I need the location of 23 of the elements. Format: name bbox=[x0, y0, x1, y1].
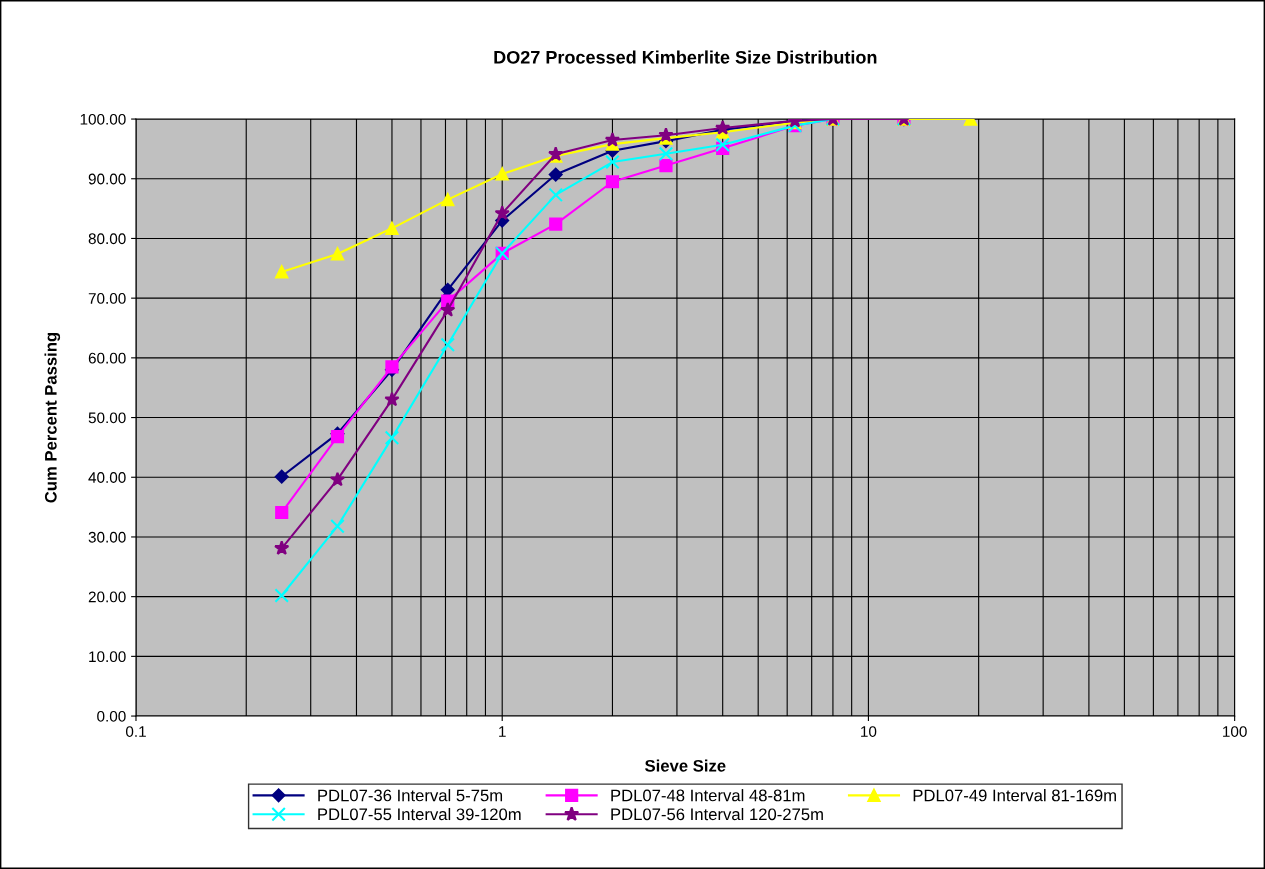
legend-label: PDL07-56 Interval 120-275m bbox=[611, 807, 823, 821]
legend-label: PDL07-49 Interval 81-169m bbox=[913, 789, 1116, 802]
y-tick-label: 80.00 bbox=[88, 233, 126, 245]
x-tick-label: 10 bbox=[861, 726, 877, 737]
y-tick-label: 20.00 bbox=[88, 591, 126, 603]
y-tick-label: 70.00 bbox=[88, 293, 126, 304]
y-tick-label: 90.00 bbox=[88, 173, 126, 185]
x-tick-label: 0.1 bbox=[125, 726, 146, 737]
y-tick-label: 30.00 bbox=[88, 531, 126, 543]
y-tick-label: 50.00 bbox=[88, 412, 126, 424]
x-tick-label: 100 bbox=[1223, 726, 1247, 737]
legend-label: PDL07-55 Interval 39-120m bbox=[318, 807, 521, 821]
legend-label: PDL07-36 Interval 5-75m bbox=[318, 789, 503, 802]
y-tick-label: 0.00 bbox=[97, 710, 126, 722]
y-axis-title: Cum Percent Passing bbox=[44, 332, 61, 503]
y-tick-label: 40.00 bbox=[88, 472, 126, 483]
x-axis-title: Sieve Size bbox=[645, 759, 726, 772]
y-tick-label: 60.00 bbox=[88, 352, 126, 364]
x-tick-label: 1 bbox=[499, 726, 506, 737]
y-tick-label: 10.00 bbox=[89, 651, 126, 663]
chart-title: DO27 Processed Kimberlite Size Distribution bbox=[494, 50, 877, 64]
y-tick-label: 100.00 bbox=[80, 113, 126, 125]
legend-label: PDL07-48 Interval 48-81m bbox=[611, 789, 805, 802]
